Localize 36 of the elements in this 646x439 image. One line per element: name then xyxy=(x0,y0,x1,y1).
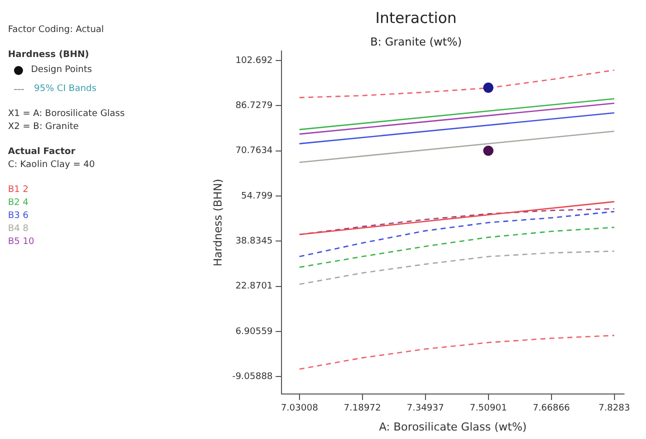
text: Actual Factor xyxy=(8,146,76,159)
text: Factor Coding: Actual xyxy=(8,24,105,37)
text: Design Points xyxy=(31,64,92,77)
line-series xyxy=(298,70,615,98)
text: X2 = B: Granite xyxy=(8,121,80,134)
text: C: Kaolin Clay = 40 xyxy=(8,159,96,172)
line-series xyxy=(298,250,615,285)
text: B4 8 xyxy=(8,223,30,236)
x-tick-label: 7.8283 xyxy=(598,404,630,414)
x-tick-label: 7.66866 xyxy=(532,404,570,414)
line-series xyxy=(298,226,615,268)
y-tick-label: 86.7279 xyxy=(235,101,273,112)
x-tick-label: 7.50901 xyxy=(470,404,507,414)
chart-subtitle: B: Granite (wt%) xyxy=(370,35,462,48)
text: X1 = A: Borosilicate Glass xyxy=(8,108,126,121)
y-tick-label: -9.05888 xyxy=(232,372,273,382)
text: B2 4 xyxy=(8,197,30,210)
line-series xyxy=(298,334,615,370)
text: 95% CI Bands xyxy=(34,83,96,96)
text: B3 6 xyxy=(8,210,30,223)
legend-title: Hardness (BHN) xyxy=(8,49,90,62)
text: B5 10 xyxy=(8,236,36,249)
y-tick-label: 6.90559 xyxy=(235,326,273,337)
text: B1 2 xyxy=(8,184,30,197)
y-tick-label: 102.692 xyxy=(235,56,273,66)
x-tick-label: 7.18972 xyxy=(344,404,382,414)
y-tick-label: 38.8345 xyxy=(235,236,273,247)
y-tick-label: 54.799 xyxy=(241,191,273,202)
line-series xyxy=(298,210,615,258)
x-tick-label: 7.34937 xyxy=(406,404,444,414)
y-axis-title: Hardness (BHN) xyxy=(211,178,224,266)
chart-title: Interaction xyxy=(375,8,457,27)
y-tick-label: 22.8701 xyxy=(235,282,273,292)
y-tick-label: 70.7634 xyxy=(235,146,273,156)
x-tick-label: 7.03008 xyxy=(280,404,318,414)
x-axis-title: A: Borosilicate Glass (wt%) xyxy=(378,420,527,434)
